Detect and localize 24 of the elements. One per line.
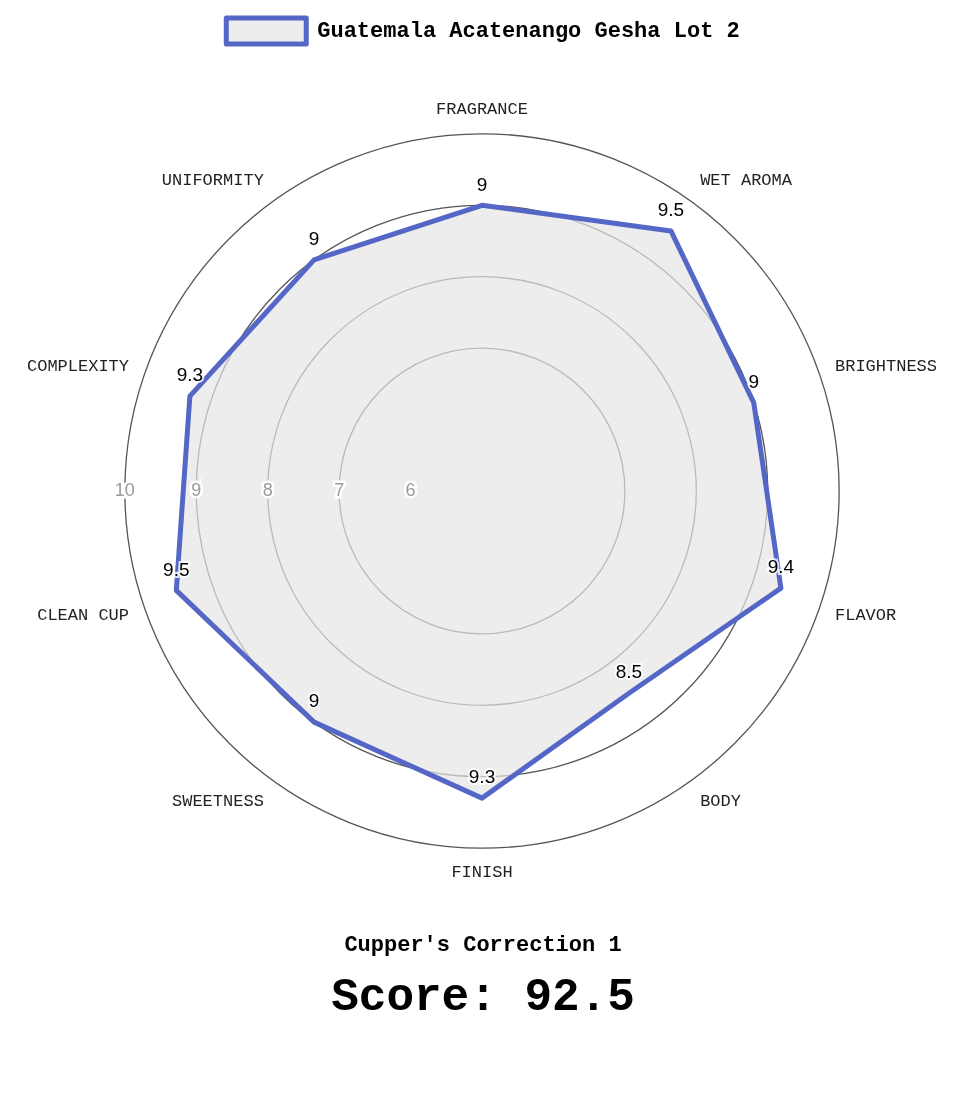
data-label: 9 bbox=[476, 173, 488, 195]
spoke-label: SWEETNESS bbox=[172, 791, 264, 811]
text: Score: 92.5 bbox=[330, 972, 636, 1024]
data-label: 9 bbox=[308, 228, 320, 250]
spoke-label: UNIFORMITY bbox=[161, 171, 264, 191]
spoke-label: FLAVOR bbox=[834, 606, 897, 626]
spoke-label: CLEAN CUP bbox=[37, 606, 130, 626]
spoke-label: FRAGRANCE bbox=[436, 100, 528, 120]
data-label: 9 bbox=[748, 370, 760, 392]
spoke-label: BODY bbox=[700, 791, 741, 811]
data-label: 9.5 bbox=[657, 199, 685, 221]
text: Cupper's Correction 1 bbox=[343, 933, 623, 958]
spoke-label: WET AROMA bbox=[700, 171, 793, 191]
legend-label: Guatemala Acatenango Gesha Lot 2 bbox=[317, 18, 740, 44]
y-tick-label: 6 bbox=[405, 479, 416, 500]
y-tick-label: 7 bbox=[334, 479, 345, 500]
data-label: 9.3 bbox=[468, 766, 496, 788]
y-tick-label: 8 bbox=[262, 479, 273, 500]
spoke-label: BRIGHTNESS bbox=[834, 356, 938, 376]
spoke-label: FINISH bbox=[451, 862, 513, 882]
data-label: 9 bbox=[308, 690, 320, 712]
data-label: 8.5 bbox=[615, 661, 643, 683]
data-label: 9.3 bbox=[176, 364, 204, 386]
spoke-label: COMPLEXITY bbox=[26, 356, 130, 376]
